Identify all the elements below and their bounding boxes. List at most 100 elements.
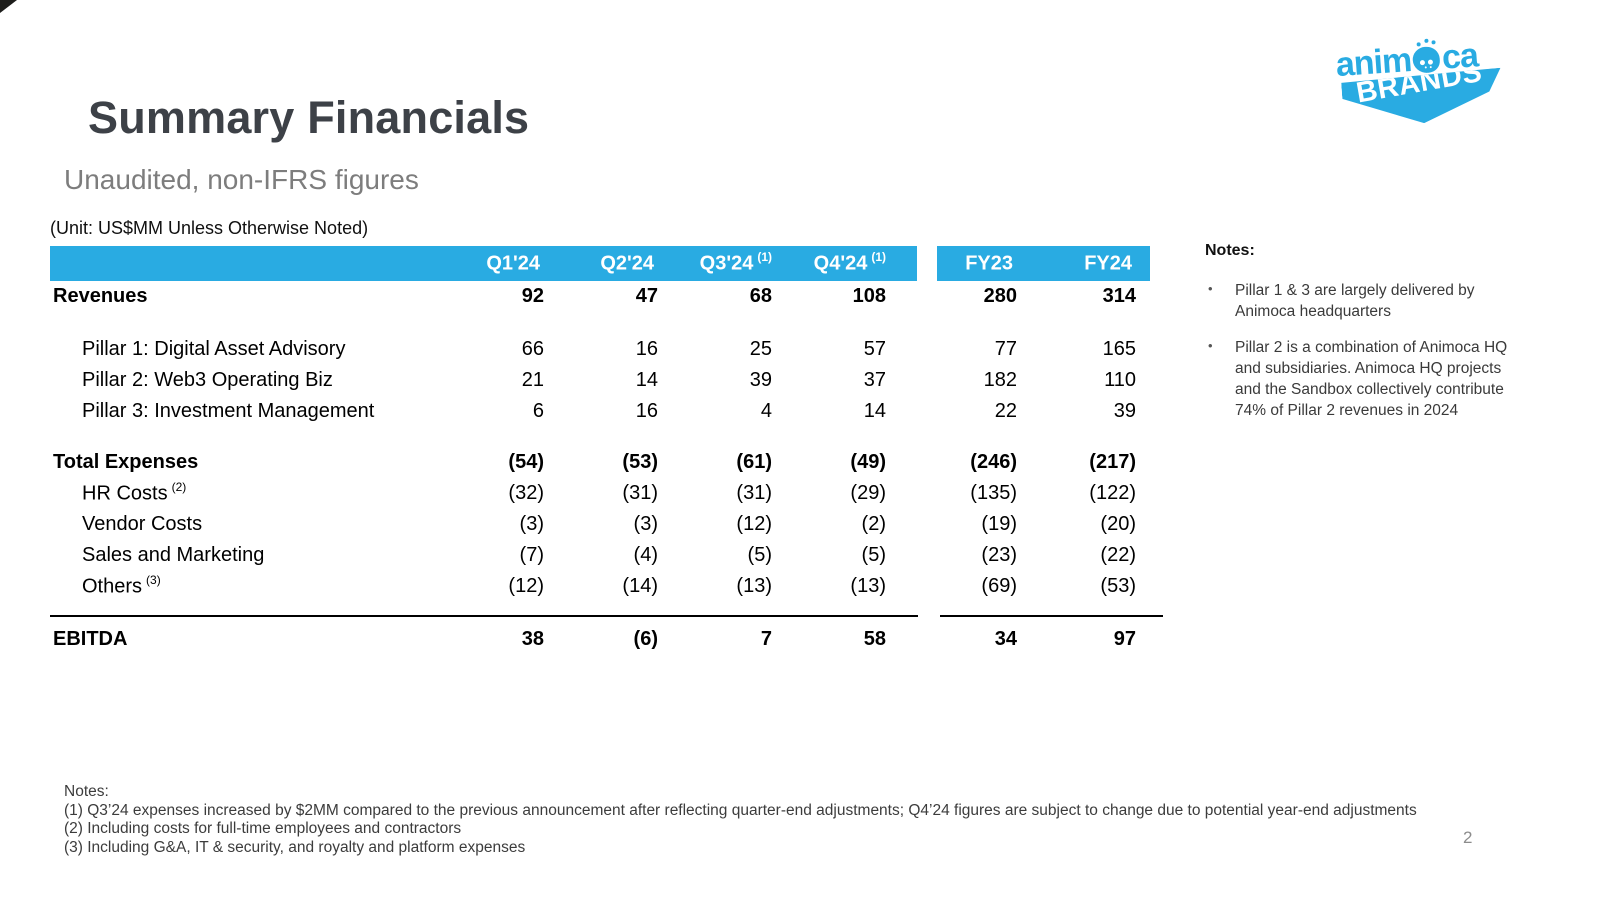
cell: (53) xyxy=(1100,575,1136,597)
note-bullet: • Pillar 2 is a combination of Animoca H… xyxy=(1205,337,1517,421)
cell: 6 xyxy=(532,400,544,422)
cell: 37 xyxy=(863,369,886,391)
cell: (3) xyxy=(633,513,658,535)
cell: 7 xyxy=(760,628,772,650)
header-cell-q4-24: Q4'24 (1) xyxy=(813,250,886,275)
page-subtitle: Unaudited, non-IFRS figures xyxy=(64,164,419,195)
header-cell-q2-24: Q2'24 xyxy=(600,252,654,275)
table-row-total-expenses: Total Expenses (54) (53) (61) (49) (246)… xyxy=(50,447,1165,478)
footnotes-heading: Notes: xyxy=(64,783,109,800)
animoca-creature-icon xyxy=(1412,45,1441,74)
cell: (49) xyxy=(850,451,886,473)
cell: (23) xyxy=(981,544,1017,566)
header-bar-fy xyxy=(937,246,1150,281)
table-row-sales-marketing: Sales and Marketing (7) (4) (5) (5) (23)… xyxy=(50,540,1165,571)
footnote-line-3: (3) Including G&A, IT & security, and ro… xyxy=(64,838,526,856)
cell: 165 xyxy=(1102,338,1136,360)
cell: 4 xyxy=(760,400,772,422)
cell: (3) xyxy=(519,513,544,535)
cell: 38 xyxy=(521,628,544,650)
cell: (13) xyxy=(850,575,886,597)
row-label: Vendor Costs xyxy=(82,513,203,535)
page-title: Summary Financials xyxy=(88,92,530,144)
cell: (12) xyxy=(736,513,772,535)
cell: (61) xyxy=(736,451,772,473)
table-row-pillar1: Pillar 1: Digital Asset Advisory 66 16 2… xyxy=(50,334,1165,365)
row-label: Pillar 2: Web3 Operating Biz xyxy=(82,369,333,391)
cell: 97 xyxy=(1113,628,1136,650)
cell: (54) xyxy=(508,451,544,473)
table-row-ebitda: EBITDA 38 (6) 7 58 34 97 xyxy=(50,624,1165,655)
animoca-brands-logo: anim ca BRANDS xyxy=(1335,36,1517,148)
unit-note: (Unit: US$MM Unless Otherwise Noted) xyxy=(50,218,369,238)
cell: (22) xyxy=(1100,544,1136,566)
table-row-hr-costs: HR Costs (2) (32) (31) (31) (29) (135) (1… xyxy=(50,478,1165,509)
footnote-line-2: (2) Including costs for full-time employ… xyxy=(64,820,462,838)
cell: 39 xyxy=(1113,400,1136,422)
cell: 39 xyxy=(749,369,772,391)
cell: 108 xyxy=(852,285,886,307)
cell: (4) xyxy=(633,544,658,566)
page-number: 2 xyxy=(1463,828,1473,847)
cell: (32) xyxy=(508,482,544,504)
note-bullet-text: Pillar 2 is a combination of Animoca HQ … xyxy=(1235,339,1508,420)
wordmark-part2: ca xyxy=(1440,36,1480,77)
cell: 22 xyxy=(994,400,1017,422)
cell: (13) xyxy=(736,575,772,597)
cell: (53) xyxy=(622,451,658,473)
cell: 14 xyxy=(863,400,886,422)
row-label: Others (3) xyxy=(82,573,161,598)
spacer xyxy=(50,427,1165,447)
cell: 280 xyxy=(983,285,1017,307)
corner-mark xyxy=(0,0,17,13)
table-row-vendor-costs: Vendor Costs (3) (3) (12) (2) (19) (20) xyxy=(50,509,1165,540)
cell: (14) xyxy=(622,575,658,597)
cell: (5) xyxy=(861,544,886,566)
footnotes: Notes: (1) Q3’24 expenses increased by $… xyxy=(64,783,1494,857)
cell: 77 xyxy=(994,338,1017,360)
cell: 314 xyxy=(1102,285,1136,307)
header-cell-q1-24: Q1'24 xyxy=(486,252,540,275)
cell: (2) xyxy=(861,513,886,535)
cell: (31) xyxy=(622,482,658,504)
cell: (29) xyxy=(850,482,886,504)
cell: (31) xyxy=(736,482,772,504)
notes-panel: Notes: • Pillar 1 & 3 are largely delive… xyxy=(1205,242,1517,436)
cell: 92 xyxy=(521,285,544,307)
cell: (12) xyxy=(508,575,544,597)
table-header-row: Q1'24 Q2'24 Q3'24 (1) Q4'24 (1) FY23 FY24 xyxy=(50,246,1165,281)
cell: (5) xyxy=(747,544,772,566)
cell: (135) xyxy=(970,482,1017,504)
row-label: HR Costs (2) xyxy=(82,480,187,505)
bullet-icon: • xyxy=(1208,281,1213,296)
ebitda-divider xyxy=(50,608,1165,624)
note-bullet-text: Pillar 1 & 3 are largely delivered by An… xyxy=(1235,282,1475,321)
cell: (246) xyxy=(970,451,1017,473)
cell: 66 xyxy=(521,338,544,360)
divider-line-left xyxy=(50,615,918,617)
note-bullet: • Pillar 1 & 3 are largely delivered by … xyxy=(1205,280,1517,322)
header-cell-q3-24: Q3'24 (1) xyxy=(699,250,772,275)
cell: 16 xyxy=(635,400,658,422)
divider-line-right xyxy=(940,615,1163,617)
cell: (6) xyxy=(633,628,658,650)
cell: 57 xyxy=(863,338,886,360)
bullet-icon: • xyxy=(1208,338,1213,354)
spacer xyxy=(50,312,1165,334)
cell: (122) xyxy=(1089,482,1136,504)
cell: 34 xyxy=(994,628,1017,650)
header-cell-fy23: FY23 xyxy=(965,252,1013,275)
cell: 25 xyxy=(749,338,772,360)
footnote-line-1: (1) Q3’24 expenses increased by $2MM com… xyxy=(64,801,1417,819)
header-bar-quarters xyxy=(50,246,917,281)
cell: (20) xyxy=(1100,513,1136,535)
cell: (217) xyxy=(1089,451,1136,473)
cell: 58 xyxy=(863,628,886,650)
cell: 14 xyxy=(635,369,658,391)
cell: 47 xyxy=(635,285,658,307)
cell: 68 xyxy=(749,285,772,307)
row-label: Sales and Marketing xyxy=(82,544,265,566)
notes-heading: Notes: xyxy=(1205,242,1255,259)
row-label: EBITDA xyxy=(53,628,128,650)
cell: (7) xyxy=(519,544,544,566)
